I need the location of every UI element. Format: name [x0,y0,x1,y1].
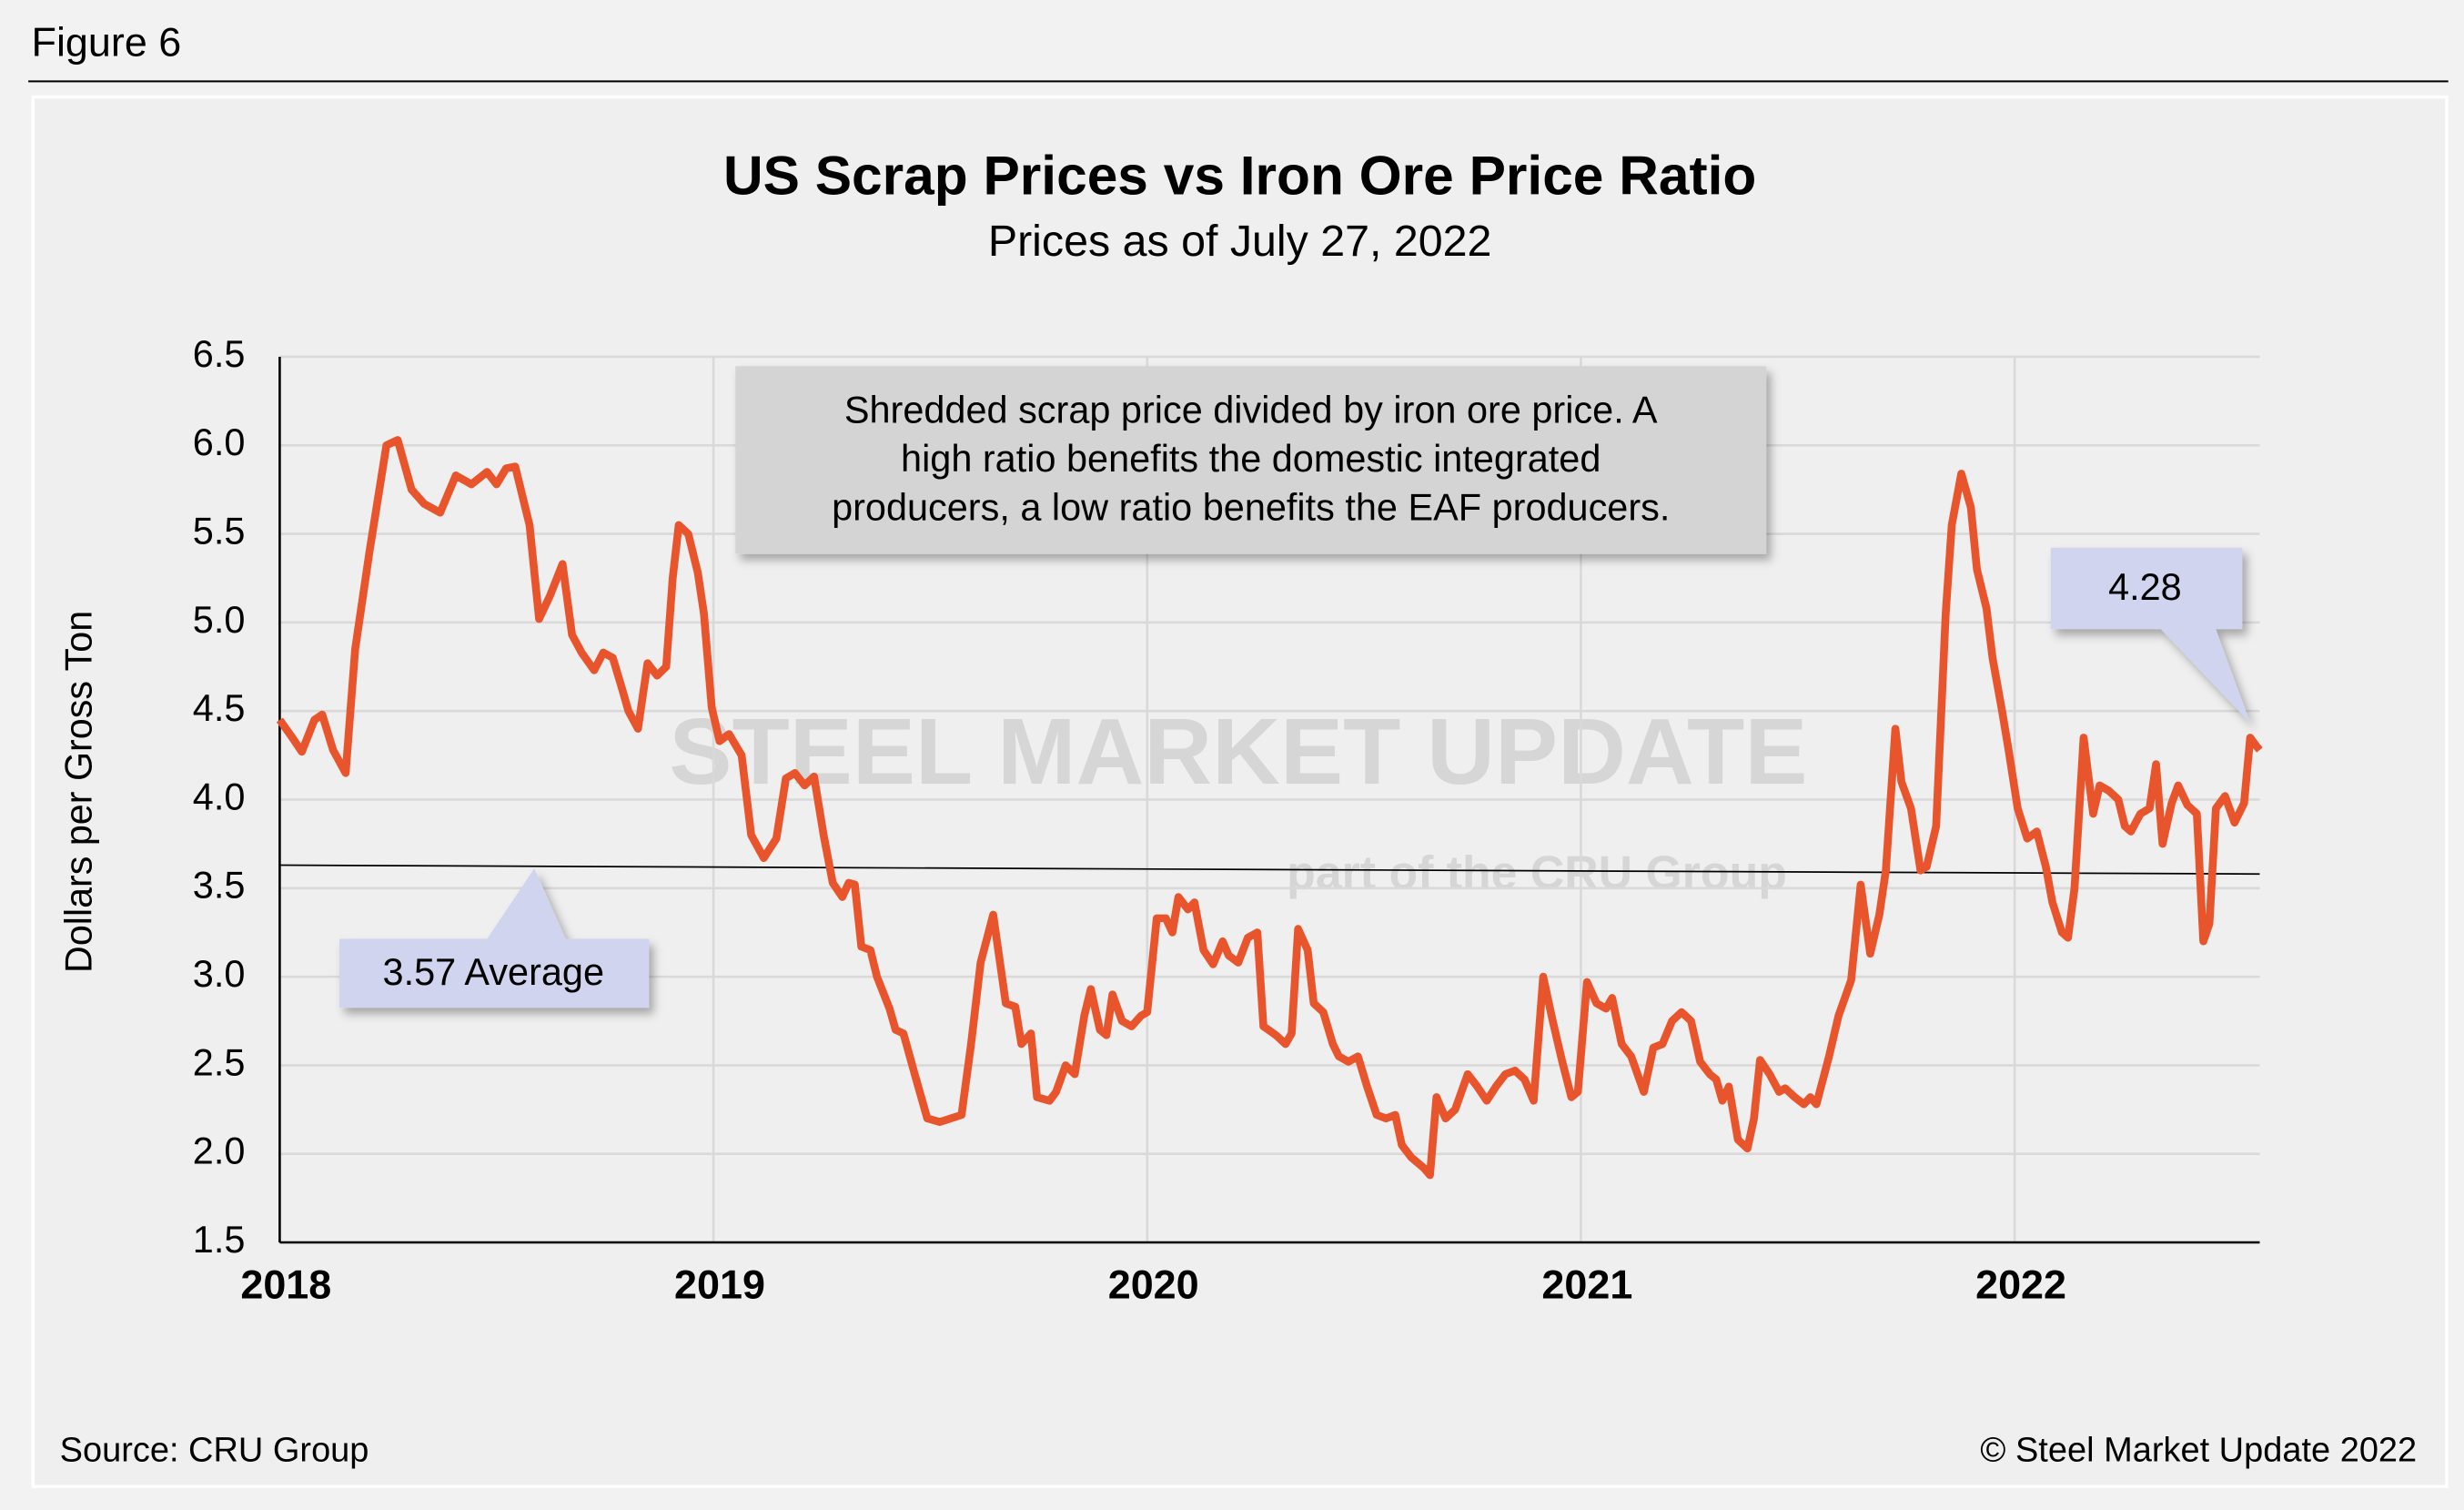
x-tick-label: 2020 [1108,1262,1199,1308]
callout-box [735,366,1767,554]
callout: Shredded scrap price divided by iron ore… [735,366,1767,554]
y-tick-label: 2.5 [193,1041,246,1083]
y-tick-label: 4.5 [193,687,246,729]
last-value-annotation: 4.28 [2050,547,2251,724]
y-tick-label: 3.5 [193,865,246,907]
y-axis-label: Dollars per Gross Ton [58,611,100,973]
watermark: STEEL MARKET UPDATE [669,698,1807,804]
callout-text: high ratio benefits the domestic integra… [901,438,1601,480]
y-tick-label: 6.5 [193,333,246,375]
y-tick-label: 3.0 [193,953,246,995]
panel [31,95,2449,1488]
x-tick-label: 2019 [674,1262,765,1308]
figure-label: Figure 6 [32,20,182,66]
source: Source: CRU Group [60,1431,369,1469]
y-tick-label: 5.0 [193,599,246,641]
annotation-text: 4.28 [2108,566,2182,608]
y-tick-label: 2.0 [193,1130,246,1172]
callout-text: producers, a low ratio benefits the EAF … [832,486,1670,528]
average-line [279,864,2260,876]
chart-subtitle: Prices as of July 27, 2022 [988,217,1492,266]
callout-text: Shredded scrap price divided by iron ore… [844,390,1658,431]
annotation-text: 3.57 Average [383,951,604,993]
data-line [276,436,2263,1180]
y-tick-label: 6.0 [193,421,246,463]
chart-title: US Scrap Prices vs Iron Ore Price Ratio [723,145,1756,207]
copyright: © Steel Market Update 2022 [1980,1431,2417,1469]
x-tick-label: 2022 [1975,1262,2066,1308]
plot: STEEL MARKET UPDATE part of the CRU Group… [193,333,2263,1308]
annotation-box [339,868,650,1008]
y-tick-label: 4.0 [193,775,246,817]
y-tick-label: 5.5 [193,511,246,552]
y-tick-label: 1.5 [193,1219,246,1261]
annotation-box [2050,547,2251,724]
x-tick-label: 2018 [240,1262,331,1308]
x-tick-label: 2021 [1541,1262,1632,1308]
watermark: part of the CRU Group [1287,846,1787,898]
average-annotation: 3.57 Average [339,868,650,1008]
